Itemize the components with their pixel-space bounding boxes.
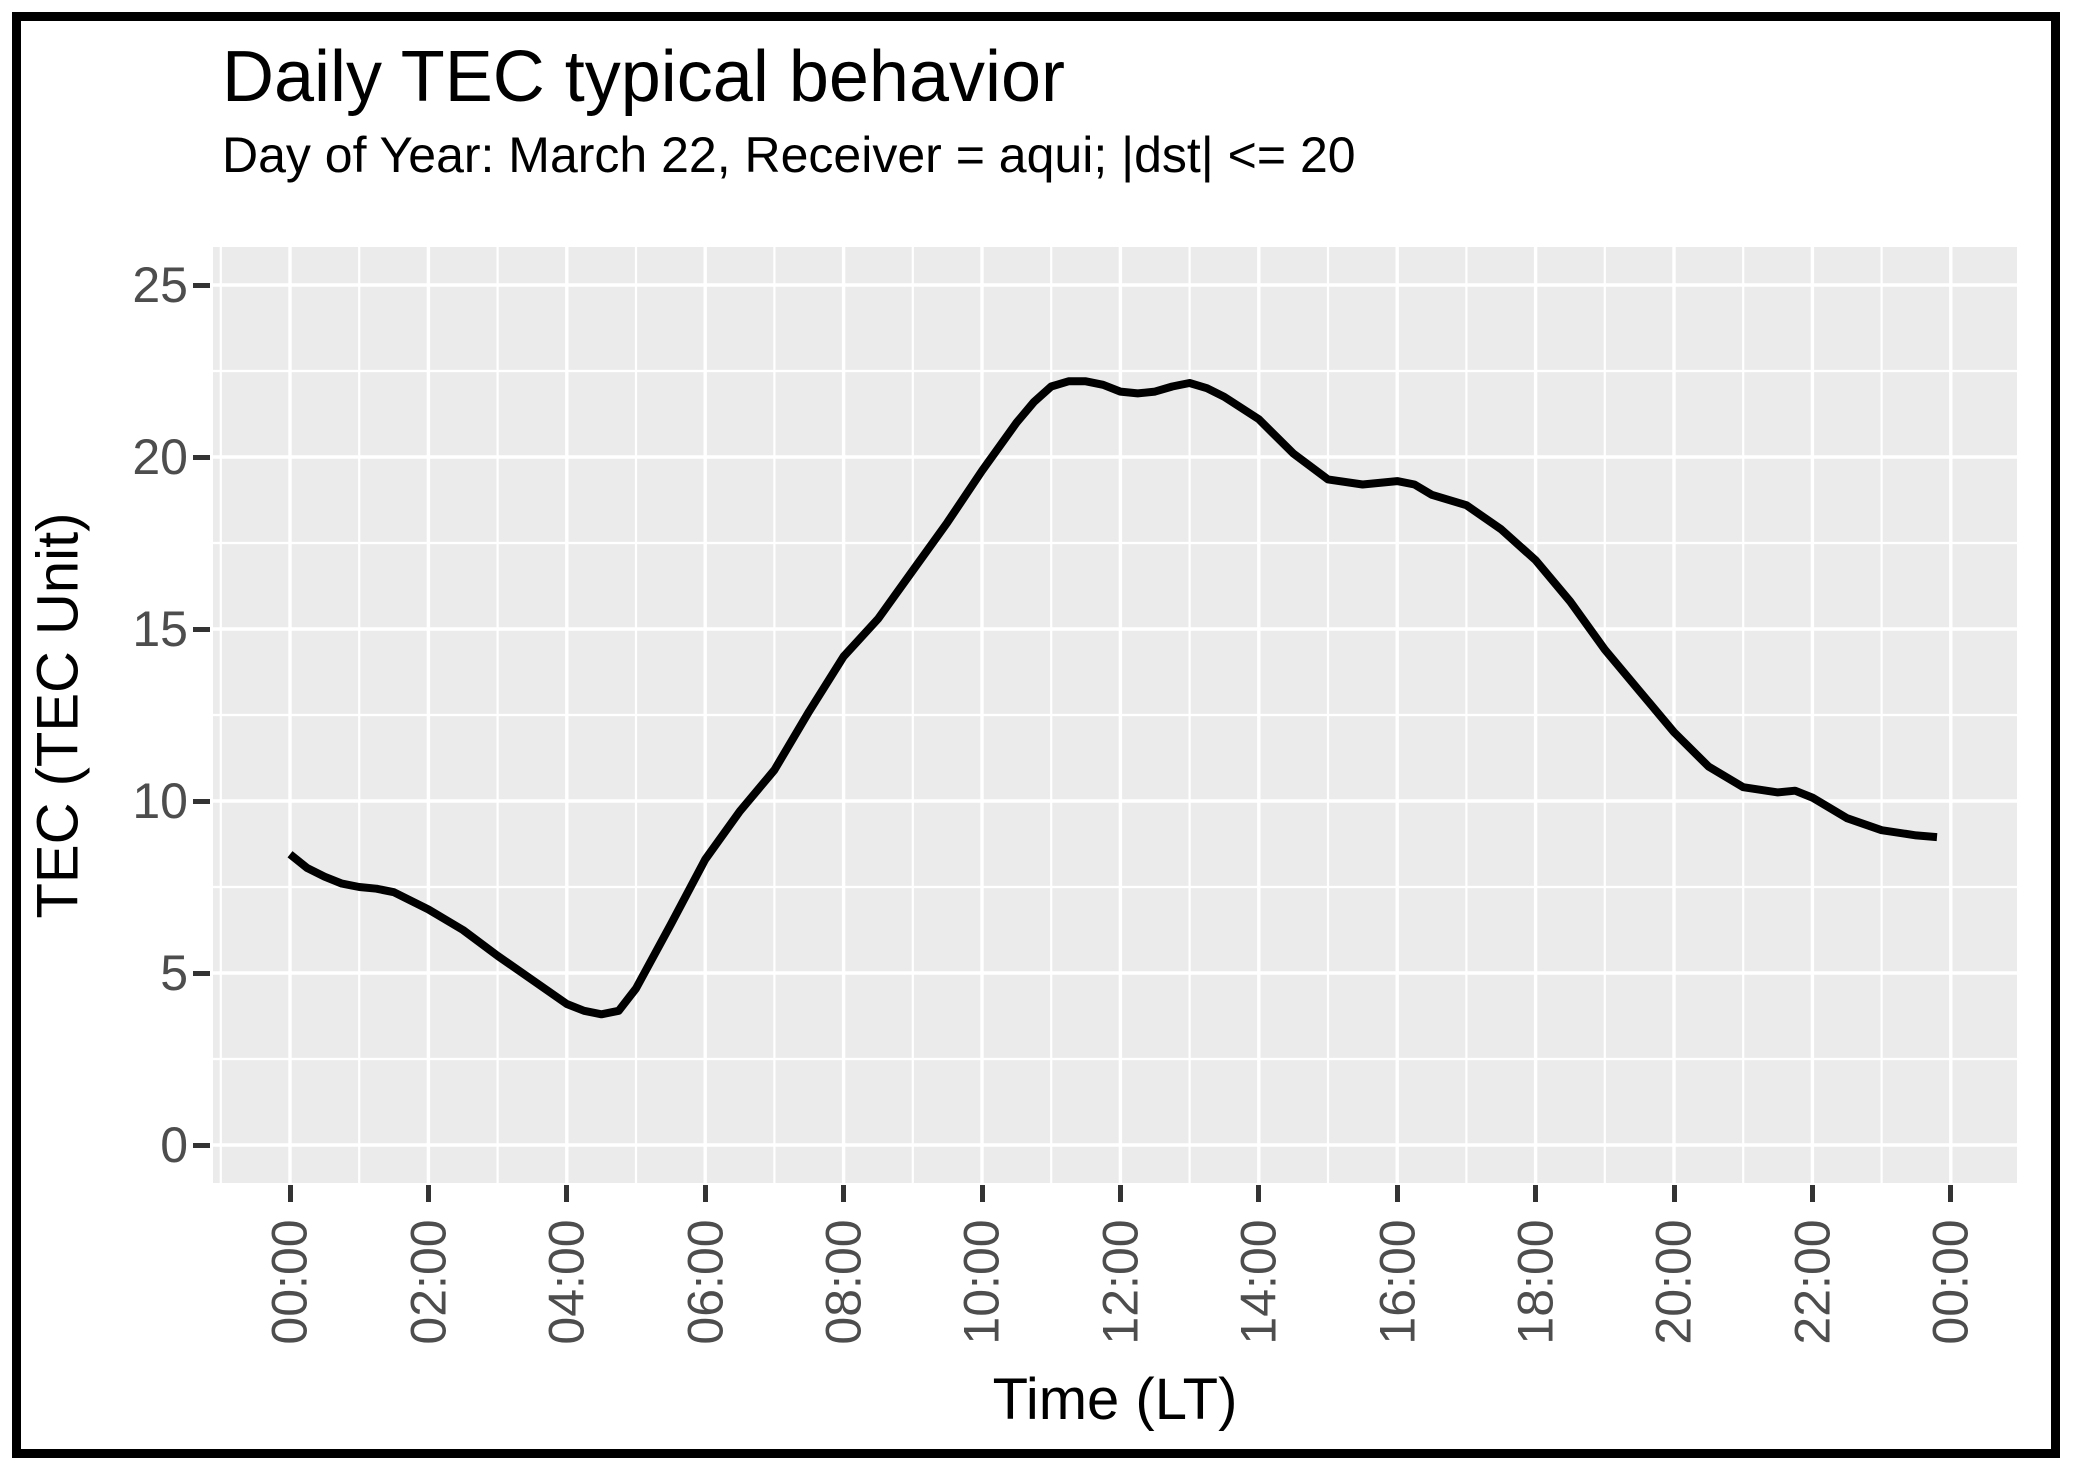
y-tick-mark xyxy=(193,626,210,632)
x-tick-label-text: 22:00 xyxy=(1784,1219,1841,1345)
plot-canvas xyxy=(213,247,2017,1183)
chart-title: Daily TEC typical behavior xyxy=(222,37,1066,117)
x-tick-label-text: 16:00 xyxy=(1369,1219,1426,1345)
x-tick-label: 10:00 xyxy=(912,1204,1052,1360)
x-tick-mark xyxy=(1117,1185,1123,1202)
x-tick-label: 18:00 xyxy=(1466,1204,1606,1360)
x-tick-mark xyxy=(287,1185,293,1202)
x-tick-label-text: 00:00 xyxy=(1922,1219,1979,1345)
x-tick-label: 08:00 xyxy=(774,1204,914,1360)
x-tick-label: 02:00 xyxy=(358,1204,498,1360)
x-tick-mark xyxy=(564,1185,570,1202)
x-tick-label-text: 08:00 xyxy=(815,1219,872,1345)
x-tick-label-text: 00:00 xyxy=(262,1219,318,1345)
x-tick-label: 06:00 xyxy=(635,1204,775,1360)
x-tick-label: 14:00 xyxy=(1189,1204,1329,1360)
x-tick-mark xyxy=(1533,1185,1539,1202)
x-tick-mark xyxy=(1809,1185,1815,1202)
y-tick-label: 15 xyxy=(132,601,188,657)
x-axis-title: Time (LT) xyxy=(992,1367,1238,1432)
plot-panel xyxy=(213,247,2017,1183)
x-tick-label-text: 20:00 xyxy=(1646,1219,1702,1345)
x-tick-mark xyxy=(425,1185,431,1202)
x-tick-label-text: 18:00 xyxy=(1507,1219,1564,1345)
y-tick-label: 25 xyxy=(132,257,188,313)
y-axis-title-text: TEC (TEC Unit) xyxy=(25,512,91,918)
x-tick-label-text: 04:00 xyxy=(538,1219,595,1345)
x-tick-mark xyxy=(1256,1185,1262,1202)
x-tick-mark xyxy=(1394,1185,1400,1202)
y-tick-label: 0 xyxy=(160,1117,188,1173)
x-tick-label-text: 02:00 xyxy=(400,1219,457,1345)
x-tick-label: 22:00 xyxy=(1742,1204,1882,1360)
x-tick-label: 12:00 xyxy=(1050,1204,1190,1360)
y-tick-mark xyxy=(193,454,210,460)
y-tick-mark xyxy=(193,282,210,288)
y-tick-mark xyxy=(193,970,210,976)
y-tick-label: 5 xyxy=(160,945,188,1001)
x-tick-label: 04:00 xyxy=(497,1204,637,1360)
x-tick-label: 20:00 xyxy=(1604,1204,1744,1360)
x-tick-label: 16:00 xyxy=(1327,1204,1467,1360)
x-tick-label-text: 12:00 xyxy=(1092,1219,1149,1345)
x-tick-mark xyxy=(841,1185,847,1202)
chart-subtitle: Day of Year: March 22, Receiver = aqui; … xyxy=(222,127,1356,183)
y-tick-mark xyxy=(193,798,210,804)
y-tick-mark xyxy=(193,1142,210,1148)
x-tick-mark xyxy=(1948,1185,1954,1202)
x-tick-label-text: 14:00 xyxy=(1230,1219,1287,1345)
y-axis-title: TEC (TEC Unit) xyxy=(16,415,100,1015)
x-tick-label-text: 10:00 xyxy=(954,1219,1010,1345)
tec-curve xyxy=(287,377,1938,1019)
y-tick-label: 20 xyxy=(132,429,188,485)
x-tick-label-text: 06:00 xyxy=(677,1219,734,1345)
x-tick-label: 00:00 xyxy=(220,1204,360,1360)
y-tick-label: 10 xyxy=(132,773,188,829)
x-tick-mark xyxy=(979,1185,985,1202)
x-tick-mark xyxy=(702,1185,708,1202)
x-tick-mark xyxy=(1671,1185,1677,1202)
x-tick-label: 00:00 xyxy=(1881,1204,2021,1360)
